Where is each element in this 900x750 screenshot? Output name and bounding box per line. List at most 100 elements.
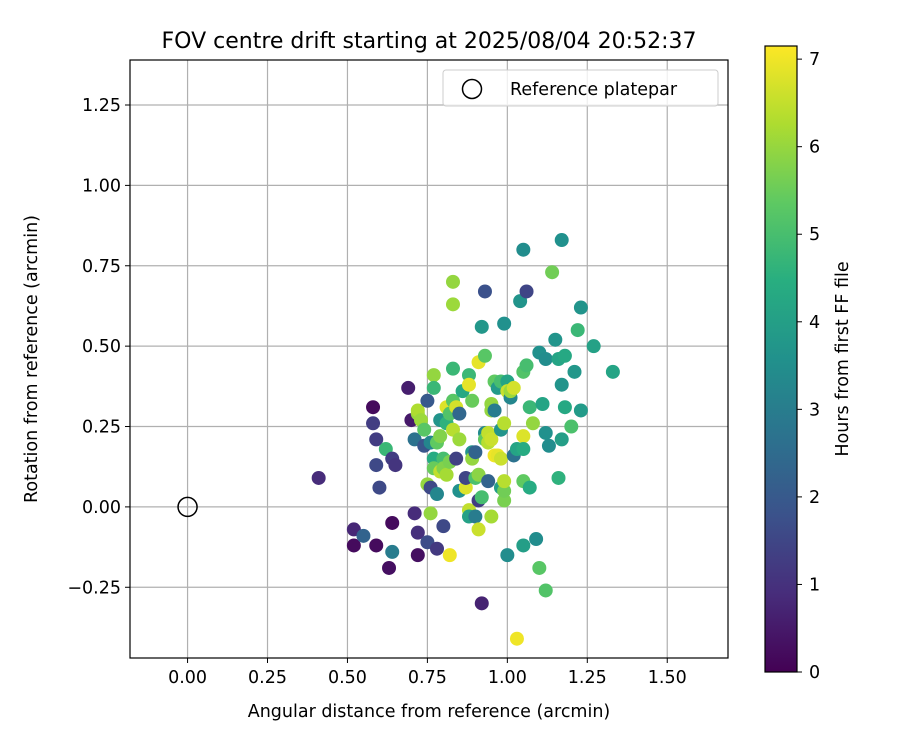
data-point (388, 458, 403, 473)
data-point (468, 445, 483, 460)
data-point (557, 348, 572, 363)
data-point (554, 377, 569, 392)
data-point (605, 364, 620, 379)
data-point (436, 519, 451, 534)
data-point (497, 474, 512, 489)
data-point (532, 560, 547, 575)
data-point (484, 432, 499, 447)
data-point (516, 429, 531, 444)
data-point (445, 297, 460, 312)
colorbar-gradient (764, 45, 798, 673)
data-point (468, 509, 483, 524)
data-point (372, 480, 387, 495)
data-point (474, 596, 489, 611)
colorbar-label: Hours from first FF file (833, 261, 853, 456)
data-point (410, 525, 425, 540)
data-point (458, 480, 473, 495)
x-tick-label: 0.25 (248, 668, 287, 688)
y-tick-label: 1.00 (82, 176, 121, 196)
data-point (429, 541, 444, 556)
data-points (311, 233, 620, 646)
colorbar-tick-label: 1 (809, 575, 820, 595)
data-point (497, 416, 512, 431)
data-point (487, 403, 502, 418)
x-axis: 0.00 0.25 0.50 0.75 1.00 1.25 1.50 (168, 658, 687, 688)
data-point (522, 400, 537, 415)
data-point (548, 332, 563, 347)
data-point (439, 467, 454, 482)
legend-label: Reference platepar (510, 80, 678, 100)
data-point (522, 480, 537, 495)
data-point (382, 560, 397, 575)
data-point (535, 397, 550, 412)
data-point (538, 583, 553, 598)
data-point (452, 406, 467, 421)
data-point (461, 377, 476, 392)
colorbar-ticks: 0 1 2 3 4 5 6 7 (797, 50, 820, 683)
data-point (554, 233, 569, 248)
data-point (477, 348, 492, 363)
data-point (545, 265, 560, 280)
y-tick-label: 0.75 (82, 257, 121, 277)
data-point (538, 425, 553, 440)
data-point (570, 323, 585, 338)
data-point (471, 522, 486, 537)
data-point (465, 393, 480, 408)
reference-point (177, 496, 198, 518)
data-point (452, 432, 467, 447)
y-tick-label: 1.25 (82, 96, 121, 116)
data-point (433, 429, 448, 444)
colorbar-tick-label: 2 (809, 488, 820, 508)
data-point (525, 416, 540, 431)
chart-title: FOV centre drift starting at 2025/08/04 … (162, 29, 697, 54)
data-point (369, 538, 384, 553)
data-point (385, 544, 400, 559)
data-point (423, 506, 438, 521)
data-point (385, 515, 400, 530)
y-tick-label: 0.50 (82, 337, 121, 357)
data-point (369, 432, 384, 447)
data-point (474, 490, 489, 505)
data-point (497, 316, 512, 331)
data-point (366, 416, 381, 431)
data-point (567, 364, 582, 379)
grid-lines (130, 60, 728, 658)
data-point (497, 483, 512, 498)
colorbar-tick-label: 6 (809, 138, 820, 158)
data-point (516, 242, 531, 257)
data-point (573, 403, 588, 418)
data-point (497, 493, 512, 508)
data-point (557, 400, 572, 415)
data-point (442, 548, 457, 563)
x-tick-label: 1.25 (568, 668, 607, 688)
data-point (484, 509, 499, 524)
data-point (586, 339, 601, 354)
data-point (429, 487, 444, 502)
data-point (477, 284, 492, 299)
legend: Reference platepar (442, 69, 719, 107)
colorbar-tick-label: 0 (809, 663, 820, 683)
data-point (481, 474, 496, 489)
data-point (474, 319, 489, 334)
data-point (420, 393, 435, 408)
data-point (445, 274, 460, 289)
data-point (417, 422, 432, 437)
data-point (311, 470, 326, 485)
data-point (529, 532, 544, 547)
x-tick-label: 0.50 (328, 668, 367, 688)
colorbar-tick-label: 5 (809, 225, 820, 245)
data-point (506, 380, 521, 395)
data-point (407, 506, 422, 521)
data-point (564, 419, 579, 434)
data-point (551, 470, 566, 485)
data-point (516, 442, 531, 457)
data-point (426, 380, 441, 395)
colorbar-tick-label: 7 (809, 50, 820, 70)
plot-frame (129, 59, 729, 659)
data-point (554, 432, 569, 447)
data-point (449, 451, 464, 466)
x-tick-label: 1.00 (488, 668, 527, 688)
legend-open-circle-marker (461, 78, 483, 100)
data-point (509, 631, 524, 646)
